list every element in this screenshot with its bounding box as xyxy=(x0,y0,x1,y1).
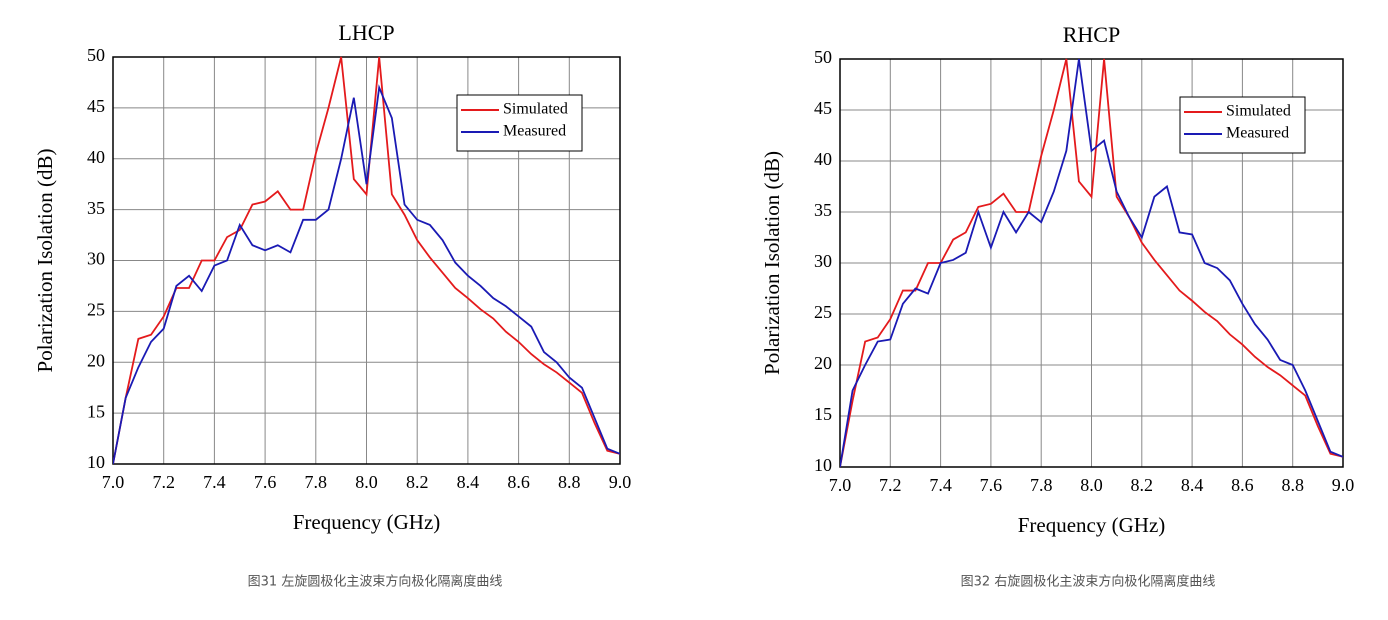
caption: 图32 右旋圆极化主波束方向极化隔离度曲线 xyxy=(961,574,1216,590)
x-tick-label: 8.2 xyxy=(406,472,429,492)
x-tick-label: 7.6 xyxy=(980,475,1003,495)
y-tick-label: 20 xyxy=(87,350,105,370)
legend-box xyxy=(456,94,583,152)
data-line xyxy=(113,84,620,465)
legend-label: Measured xyxy=(503,123,566,140)
x-tick-label: 9.0 xyxy=(609,472,632,492)
y-tick-label: 40 xyxy=(87,147,105,167)
x-tick-label: 7.6 xyxy=(254,472,277,492)
x-axis-label: Frequency (GHz) xyxy=(1018,513,1166,537)
plot-frame xyxy=(839,58,1344,468)
y-axis-label: Polarization Isolation (dB) xyxy=(33,149,57,373)
y-tick-label: 25 xyxy=(87,300,105,320)
chart-title: LHCP xyxy=(338,20,394,45)
x-tick-label: 8.4 xyxy=(1181,475,1204,495)
y-tick-label: 40 xyxy=(814,149,832,169)
plot-frame xyxy=(112,56,621,465)
y-tick-label: 20 xyxy=(814,353,832,373)
y-tick-label: 15 xyxy=(814,404,832,424)
x-tick-label: 7.2 xyxy=(152,472,175,492)
x-tick-label: 8.0 xyxy=(1080,475,1103,495)
legend-label: Simulated xyxy=(503,101,568,118)
x-tick-label: 7.8 xyxy=(305,472,328,492)
data-line xyxy=(840,58,1343,468)
x-tick-label: 8.0 xyxy=(355,472,378,492)
y-tick-label: 35 xyxy=(814,200,832,220)
y-tick-label: 10 xyxy=(814,455,832,475)
data-line xyxy=(113,56,620,465)
x-tick-label: 8.8 xyxy=(1281,475,1304,495)
legend-label: Simulated xyxy=(1226,103,1291,120)
data-line xyxy=(840,58,1343,468)
y-axis-label: Polarization Isolation (dB) xyxy=(760,151,784,375)
x-tick-label: 8.6 xyxy=(1231,475,1254,495)
y-tick-label: 50 xyxy=(87,45,105,65)
legend-label: Measured xyxy=(1226,125,1289,142)
caption: 图31 左旋圆极化主波束方向极化隔离度曲线 xyxy=(248,574,503,590)
y-tick-label: 35 xyxy=(87,198,105,218)
x-tick-label: 9.0 xyxy=(1332,475,1355,495)
y-tick-label: 25 xyxy=(814,302,832,322)
x-tick-label: 7.0 xyxy=(829,475,852,495)
y-tick-label: 15 xyxy=(87,401,105,421)
x-axis-label: Frequency (GHz) xyxy=(293,510,441,534)
y-tick-label: 30 xyxy=(87,249,105,269)
y-tick-label: 45 xyxy=(87,96,105,116)
legend-box xyxy=(1179,96,1306,154)
x-tick-label: 8.2 xyxy=(1131,475,1154,495)
y-tick-label: 50 xyxy=(814,47,832,67)
y-tick-label: 45 xyxy=(814,98,832,118)
x-tick-label: 7.4 xyxy=(203,472,226,492)
x-tick-label: 8.8 xyxy=(558,472,581,492)
x-tick-label: 7.4 xyxy=(929,475,952,495)
chart-title: RHCP xyxy=(1063,22,1120,47)
x-tick-label: 7.2 xyxy=(879,475,902,495)
x-tick-label: 8.4 xyxy=(457,472,480,492)
x-tick-label: 7.8 xyxy=(1030,475,1053,495)
y-tick-label: 30 xyxy=(814,251,832,271)
y-tick-label: 10 xyxy=(87,452,105,472)
x-tick-label: 7.0 xyxy=(102,472,125,492)
x-tick-label: 8.6 xyxy=(507,472,530,492)
